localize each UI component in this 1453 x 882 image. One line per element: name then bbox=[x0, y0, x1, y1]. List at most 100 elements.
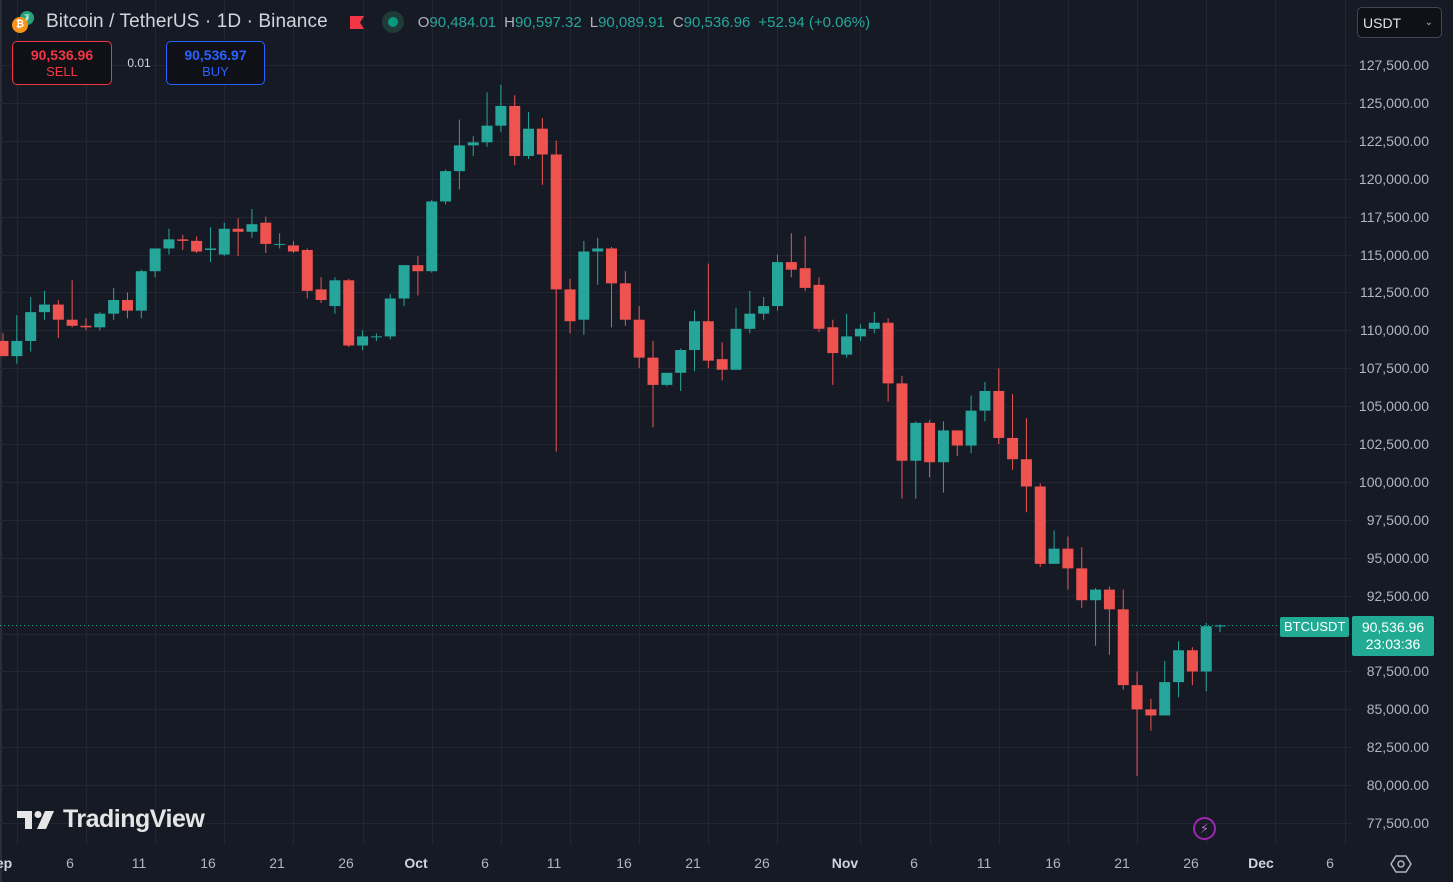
candle bbox=[619, 271, 631, 326]
candle bbox=[246, 209, 258, 238]
candle bbox=[1020, 418, 1032, 513]
time-tick-label: Dec bbox=[1248, 855, 1274, 871]
candle bbox=[440, 169, 452, 205]
candle bbox=[398, 265, 410, 307]
close-label: C bbox=[672, 13, 684, 31]
candle bbox=[813, 277, 825, 332]
candle bbox=[232, 218, 244, 257]
time-tick-label: 21 bbox=[685, 855, 701, 871]
candle bbox=[910, 421, 922, 499]
candle bbox=[38, 290, 50, 320]
candle bbox=[1048, 530, 1060, 564]
settings-hexagon-icon[interactable] bbox=[1390, 853, 1412, 875]
close-value: 90,536.96 bbox=[683, 13, 751, 31]
buy-button[interactable]: 90,536.97 BUY bbox=[166, 41, 265, 85]
candle bbox=[509, 95, 521, 166]
time-tick-label: 16 bbox=[200, 855, 216, 871]
price-tick-label: 97,500.00 bbox=[1366, 511, 1429, 528]
sell-button[interactable]: 90,536.96 SELL bbox=[12, 41, 112, 85]
price-tick-label: 122,500.00 bbox=[1358, 132, 1429, 149]
price-tick-label: 85,000.00 bbox=[1366, 701, 1429, 718]
candle bbox=[1173, 641, 1185, 698]
time-tick-label: 6 bbox=[910, 855, 918, 871]
price-tick-label: 117,500.00 bbox=[1359, 208, 1429, 225]
candle bbox=[550, 140, 562, 452]
candle bbox=[868, 312, 880, 334]
candle bbox=[1034, 483, 1046, 567]
candle bbox=[453, 119, 465, 190]
candle bbox=[135, 269, 147, 319]
bar-countdown: 23:03:36 bbox=[1365, 636, 1421, 652]
lightning-icon[interactable]: ⚡︎ bbox=[1193, 817, 1216, 840]
high-value: 90,597.32 bbox=[515, 13, 582, 31]
price-tick-label: 95,000.00 bbox=[1366, 549, 1429, 566]
candle bbox=[121, 292, 133, 319]
buy-label: BUY bbox=[202, 64, 229, 79]
price-tick-label: 110,000.00 bbox=[1359, 322, 1429, 339]
candle bbox=[965, 395, 977, 454]
open-label: O bbox=[417, 13, 430, 31]
candle bbox=[80, 318, 92, 331]
candle bbox=[52, 300, 64, 338]
candle bbox=[827, 319, 839, 385]
price-tick-label: 100,000.00 bbox=[1358, 473, 1429, 490]
candle bbox=[785, 233, 797, 278]
tradingview-logo-icon bbox=[17, 810, 54, 829]
time-tick-label: Nov bbox=[831, 855, 859, 871]
candle bbox=[412, 256, 424, 296]
last-price-value: 90,536.96 bbox=[1361, 619, 1425, 635]
candle bbox=[882, 318, 894, 402]
price-tick-label: 112,500.00 bbox=[1359, 284, 1429, 301]
candle bbox=[702, 263, 714, 369]
price-tick-label: 107,500.00 bbox=[1358, 360, 1429, 377]
red-flag-icon[interactable] bbox=[349, 15, 364, 29]
candle bbox=[1117, 589, 1129, 690]
candle bbox=[11, 315, 23, 364]
candle bbox=[260, 216, 272, 254]
candle bbox=[177, 234, 189, 250]
buy-price: 90,536.97 bbox=[184, 47, 247, 63]
candle bbox=[675, 348, 687, 391]
candle bbox=[357, 330, 369, 351]
watermark-text: TradingView bbox=[63, 805, 205, 833]
candle bbox=[647, 340, 659, 428]
market-open-dot bbox=[381, 11, 404, 33]
currency-select[interactable]: USDT ⌄ bbox=[1357, 7, 1442, 38]
candle bbox=[578, 240, 590, 335]
time-tick-label: 6 bbox=[1326, 855, 1334, 871]
candle bbox=[384, 293, 396, 340]
candle bbox=[564, 278, 576, 334]
time-tick-label: 21 bbox=[1114, 855, 1130, 871]
candle bbox=[287, 240, 299, 254]
sell-label: SELL bbox=[46, 64, 78, 79]
candle bbox=[854, 324, 866, 341]
candle bbox=[536, 118, 548, 185]
price-tick-label: 102,500.00 bbox=[1358, 436, 1429, 453]
candle bbox=[204, 227, 216, 263]
candle bbox=[1159, 660, 1171, 716]
candle bbox=[924, 419, 936, 478]
btc-icon: ₿ bbox=[12, 17, 28, 33]
candle bbox=[799, 236, 811, 291]
sell-price: 90,536.96 bbox=[30, 47, 94, 63]
candle bbox=[66, 280, 78, 328]
candle bbox=[163, 228, 175, 255]
price-tick-label: 105,000.00 bbox=[1358, 398, 1429, 415]
symbol-price-tag: BTCUSDT bbox=[1280, 617, 1350, 637]
candle bbox=[1214, 624, 1226, 633]
candle bbox=[758, 296, 770, 320]
candle bbox=[1186, 647, 1198, 686]
candle bbox=[1145, 698, 1157, 731]
symbol-legend: ₮ ₿ Bitcoin / TetherUS · 1D · Binance O9… bbox=[12, 9, 870, 35]
time-tick-label: 11 bbox=[546, 855, 562, 871]
candle bbox=[495, 84, 507, 132]
price-tick-label: 120,000.00 bbox=[1358, 170, 1429, 187]
currency-value: USDT bbox=[1363, 14, 1402, 31]
time-tick-label: Oct bbox=[404, 855, 428, 871]
candle bbox=[218, 222, 230, 257]
change-value: +52.94 (+0.06%) bbox=[758, 13, 871, 31]
symbol-title[interactable]: Bitcoin / TetherUS · 1D · Binance bbox=[46, 11, 328, 32]
candle bbox=[1131, 671, 1143, 777]
candle bbox=[592, 237, 604, 285]
